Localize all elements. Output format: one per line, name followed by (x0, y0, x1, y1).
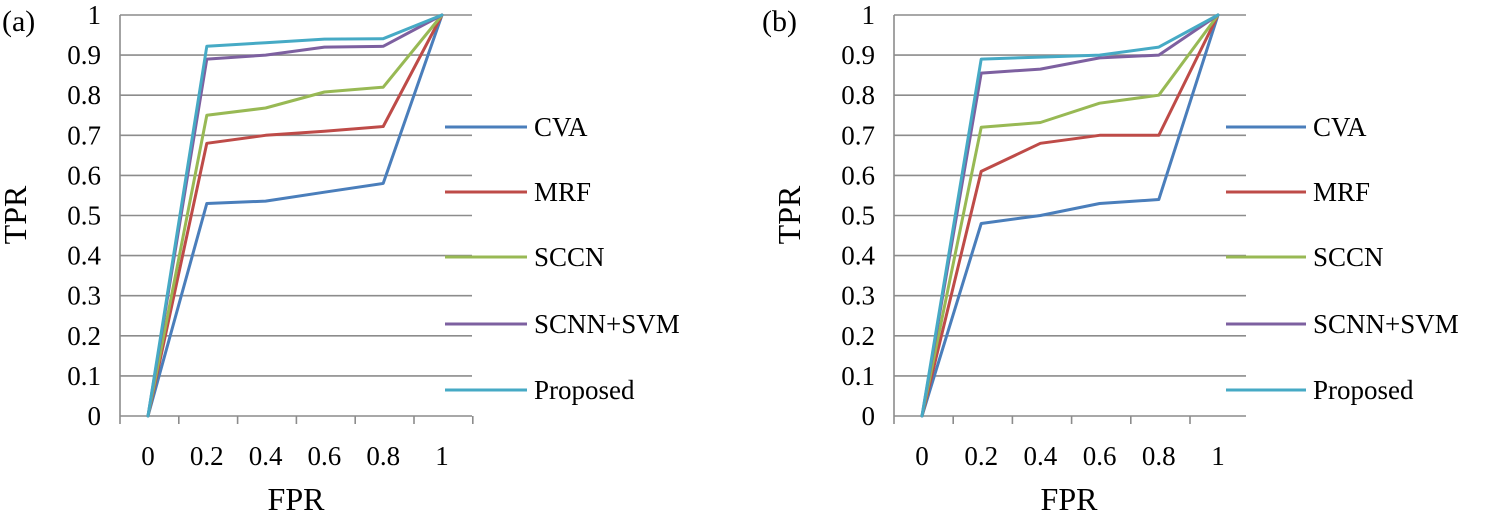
y-tick-label: 0.2 (841, 321, 875, 351)
y-tick-label: 0.9 (67, 40, 101, 70)
y-tick-label: 0.2 (67, 321, 101, 351)
legend-label: MRF (534, 177, 591, 207)
x-axis-title: FPR (268, 481, 326, 517)
legend-label: SCCN (1313, 242, 1384, 272)
legend-label: Proposed (1313, 375, 1414, 405)
x-tick-label: 1 (435, 441, 449, 471)
series-line-mrf (146, 13, 444, 418)
legend-label: SCCN (534, 242, 605, 272)
x-tick-label: 0.6 (308, 441, 342, 471)
series-line-cva (920, 13, 1220, 418)
y-tick-label: 1 (862, 0, 876, 30)
y-tick-label: 0.4 (67, 241, 101, 271)
y-tick-label: 0.1 (67, 361, 101, 391)
y-tick-label: 0.5 (67, 201, 101, 231)
y-axis-title: TPR (771, 185, 807, 244)
x-axis-title: FPR (1041, 481, 1099, 517)
y-tick-label: 0.6 (67, 160, 101, 190)
x-tick-label: 0.4 (1024, 441, 1058, 471)
x-tick-label: 0.2 (964, 441, 998, 471)
x-tick-label: 0 (915, 441, 929, 471)
panel-label: (b) (762, 5, 797, 38)
y-tick-label: 0.3 (841, 281, 875, 311)
legend: CVA MRF SCCN SCNN+SVM Proposed (445, 112, 680, 405)
x-tick-label: 0.8 (1142, 441, 1176, 471)
x-tick-label: 0.8 (366, 441, 400, 471)
y-tick-label: 0 (862, 401, 876, 431)
legend: CVA MRF SCCN SCNN+SVM Proposed (1226, 112, 1459, 405)
y-tick-label: 0.7 (67, 120, 101, 150)
legend-label: CVA (1313, 112, 1367, 142)
y-tick-label: 0.9 (841, 40, 875, 70)
y-tick-label: 0.5 (841, 201, 875, 231)
legend-label: SCNN+SVM (534, 309, 680, 339)
y-tick-label: 0.8 (67, 80, 101, 110)
legend-label: SCNN+SVM (1313, 309, 1459, 339)
y-tick-label: 0.8 (841, 80, 875, 110)
legend-label: Proposed (534, 375, 635, 405)
y-tick-label: 0.4 (841, 241, 875, 271)
chart-panel-a: 0 0.1 0.2 0.3 0.4 0.5 0.6 0.7 0.8 0.9 1 0 0.2 0.4 0.6 0… (0, 0, 680, 517)
series-line-proposed (146, 13, 444, 418)
series-line-cva (146, 13, 444, 418)
x-tick-label: 0.4 (249, 441, 283, 471)
series-line-mrf (920, 13, 1220, 418)
y-tick-label: 0 (88, 401, 102, 431)
y-tick-label: 0.7 (841, 120, 875, 150)
y-tick-label: 1 (88, 0, 102, 30)
x-tick-label: 1 (1211, 441, 1225, 471)
y-tick-label: 0.6 (841, 160, 875, 190)
legend-label: MRF (1313, 177, 1370, 207)
y-tick-label: 0.3 (67, 281, 101, 311)
panel-label: (a) (2, 5, 35, 38)
series-line-proposed (920, 13, 1220, 418)
chart-panel-b: 0 0.1 0.2 0.3 0.4 0.5 0.6 0.7 0.8 0.9 1 0 0.2 0.4 0.6 0… (762, 0, 1459, 517)
y-tick-label: 0.1 (841, 361, 875, 391)
x-tick-label: 0 (141, 441, 155, 471)
y-axis-title: TPR (0, 185, 33, 244)
series-line-sccn (146, 13, 444, 418)
x-tick-label: 0.2 (190, 441, 224, 471)
x-tick-label: 0.6 (1083, 441, 1117, 471)
series-line-scnn-svm (920, 13, 1220, 418)
series-line-sccn (920, 13, 1220, 418)
series-line-scnn-svm (146, 13, 444, 418)
legend-label: CVA (534, 112, 588, 142)
